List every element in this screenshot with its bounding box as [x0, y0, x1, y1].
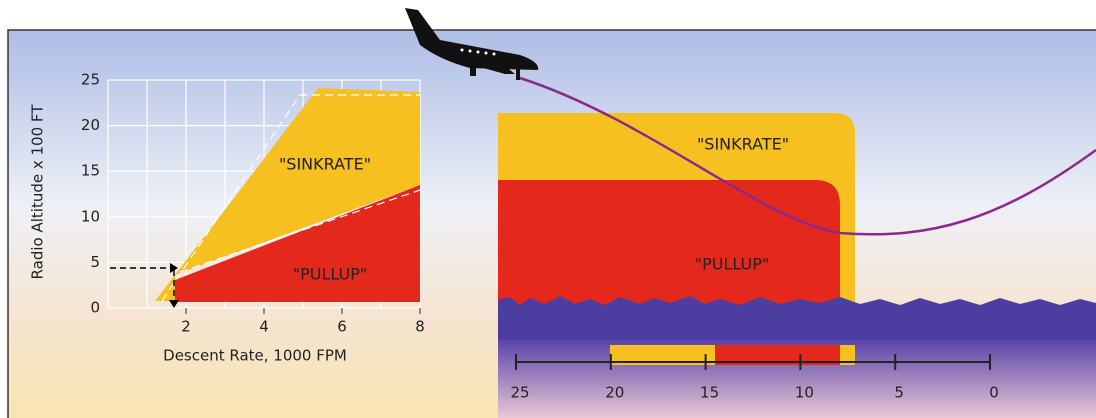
x-tick-label: 8 — [415, 318, 425, 336]
zone-label: "PULLUP" — [695, 255, 769, 274]
terrain — [498, 296, 1096, 345]
illustration: "SINKRATE" "PULLUP" Radio Altitude x 100… — [0, 0, 1096, 418]
region-label: "SINKRATE" — [279, 155, 371, 174]
y-tick-label: 10 — [81, 207, 100, 225]
x-axis-title: Descent Rate, 1000 FPM — [163, 347, 347, 365]
scale-label: 25 — [510, 384, 529, 402]
scale-label: 20 — [605, 384, 624, 402]
x-tick-label: 6 — [337, 318, 347, 336]
region-label: "PULLUP" — [293, 265, 367, 284]
x-tick-label: 2 — [181, 318, 191, 336]
y-tick-label: 20 — [81, 116, 100, 134]
y-axis-title: Radio Altitude x 100 FT — [29, 104, 47, 280]
y-tick-label: 0 — [90, 299, 100, 317]
y-tick-label: 25 — [81, 71, 100, 89]
scale-label: 10 — [795, 384, 814, 402]
x-tick-label: 4 — [259, 318, 269, 336]
zone-label: "SINKRATE" — [697, 135, 789, 154]
y-tick-label: 15 — [81, 162, 100, 180]
scale-label: 5 — [894, 384, 904, 402]
scale-label: 0 — [989, 384, 999, 402]
scale-label: 15 — [700, 384, 719, 402]
y-tick-label: 5 — [90, 253, 100, 271]
